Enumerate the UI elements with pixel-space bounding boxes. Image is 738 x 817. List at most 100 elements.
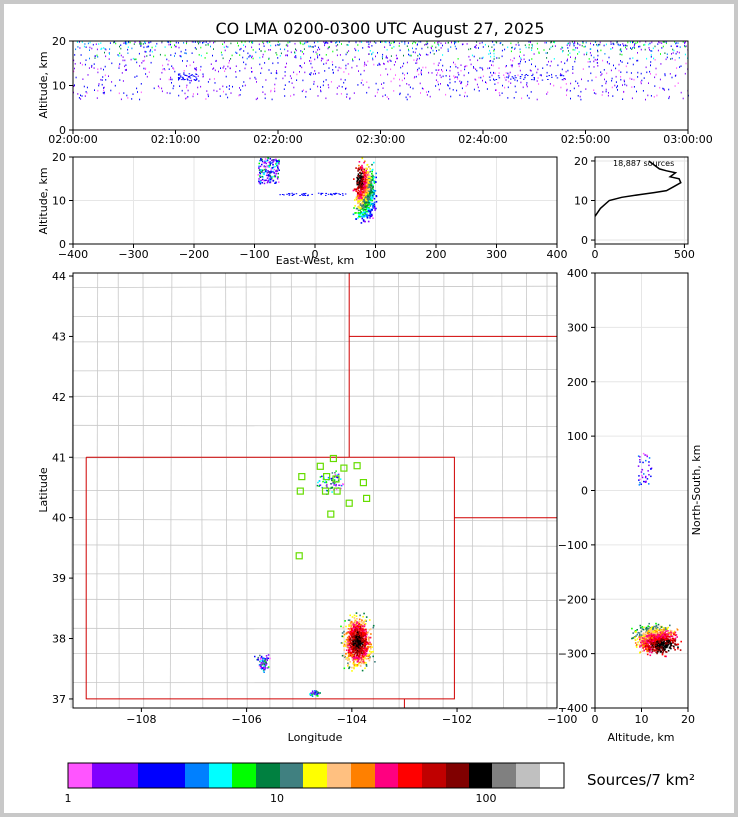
time-height-source	[278, 44, 280, 46]
time-height-source	[338, 66, 340, 69]
ns-altitude-source	[656, 651, 658, 654]
time-height-source	[626, 45, 628, 47]
time-height-source	[611, 77, 613, 80]
plan-view-source	[360, 656, 363, 659]
ns-altitude-source	[664, 655, 666, 658]
ew-altitude-source	[274, 165, 276, 168]
time-height-source	[178, 78, 179, 81]
time-height-source	[209, 78, 211, 81]
time-height-source	[597, 49, 598, 52]
time-height-source	[81, 95, 83, 97]
time-height-source	[464, 66, 466, 68]
ew-altitude-source	[358, 207, 361, 209]
time-height-source	[230, 42, 232, 45]
plan-view-source	[359, 654, 361, 656]
plan-view-source	[359, 643, 361, 646]
ew-altitude-source	[267, 157, 269, 159]
time-height-source	[572, 68, 574, 70]
time-height-source	[523, 54, 525, 56]
plan-view-source	[335, 488, 338, 490]
county-line	[72, 315, 558, 317]
ew-altitude-source	[354, 212, 356, 214]
time-height-source	[157, 85, 159, 87]
time-height-source	[520, 58, 522, 61]
time-height-source	[82, 78, 84, 80]
ns-altitude-source	[646, 644, 648, 647]
time-height-source	[562, 47, 564, 49]
time-height-source	[179, 85, 181, 87]
ew-altitude-source	[271, 177, 273, 179]
plan-view-source	[358, 646, 361, 648]
ew-altitude-source	[267, 166, 269, 168]
ns-altitude-source	[639, 636, 642, 639]
ew-altitude-source	[358, 181, 361, 183]
time-height-source	[276, 53, 278, 56]
ns-altitude-source	[649, 651, 651, 653]
time-height-source	[530, 70, 532, 72]
time-height-source	[325, 54, 327, 56]
plan-view-source	[358, 657, 360, 659]
time-height-source	[264, 50, 266, 53]
ns-altitude-ytick-label: 0	[581, 485, 588, 498]
plan-view-source	[354, 628, 357, 631]
ew-altitude-flash-source	[342, 194, 344, 196]
time-height-source	[215, 59, 217, 62]
time-height-source	[433, 62, 435, 65]
time-height-source	[320, 86, 321, 88]
ns-altitude-source	[654, 632, 656, 635]
time-height-source	[315, 51, 317, 54]
time-height-flash-source	[555, 75, 557, 77]
plan-view-source	[352, 646, 355, 648]
time-height-source	[475, 68, 477, 71]
ew-altitude-source	[371, 188, 374, 190]
time-height-source	[375, 82, 377, 85]
ns-altitude-source	[651, 637, 653, 639]
ew-altitude-source	[361, 186, 363, 188]
plan-view-source	[358, 621, 360, 623]
time-height-source	[279, 43, 281, 45]
plan-view-source	[358, 649, 360, 652]
time-height-source	[661, 47, 663, 49]
ew-altitude-source	[268, 175, 270, 177]
time-height-source	[274, 90, 276, 93]
ns-altitude-source	[675, 634, 678, 636]
ew-altitude-source	[364, 193, 367, 195]
ew-altitude-source	[361, 190, 363, 193]
time-height-source	[600, 71, 602, 73]
time-height-source	[619, 44, 621, 46]
time-height-source	[89, 57, 90, 60]
time-height-source	[294, 52, 296, 54]
time-height-source	[202, 75, 204, 77]
time-height-source	[222, 57, 224, 60]
ew-altitude-source	[268, 171, 270, 174]
time-height-source	[620, 76, 622, 78]
ew-altitude-source	[275, 182, 277, 184]
time-height-source	[671, 53, 672, 55]
time-height-source	[150, 49, 152, 51]
time-height-flash-source	[195, 74, 198, 75]
time-height-source	[533, 77, 535, 80]
time-height-source	[332, 72, 334, 74]
ew-altitude-source	[271, 178, 273, 181]
ew-altitude-source	[353, 207, 355, 209]
ew-altitude-source	[355, 167, 357, 169]
time-height-source	[86, 92, 88, 94]
time-height-source	[361, 79, 363, 82]
ns-altitude-source	[640, 634, 643, 636]
time-height-flash-source	[525, 74, 527, 75]
ew-altitude-source	[362, 170, 364, 173]
plan-view-source	[359, 642, 362, 645]
time-height-source	[98, 83, 100, 85]
time-height-source	[560, 73, 562, 75]
time-height-source	[136, 61, 138, 64]
ew-altitude-source	[275, 162, 277, 164]
time-height-source	[622, 43, 624, 45]
time-height-source	[461, 43, 463, 46]
time-height-source	[74, 54, 76, 56]
ns-altitude-source	[662, 643, 664, 645]
ns-altitude-source	[655, 622, 657, 625]
ew-altitude-flash-source	[307, 195, 309, 197]
plan-view-source	[346, 636, 349, 639]
time-height-source	[118, 67, 120, 69]
plan-view-source	[349, 651, 352, 654]
